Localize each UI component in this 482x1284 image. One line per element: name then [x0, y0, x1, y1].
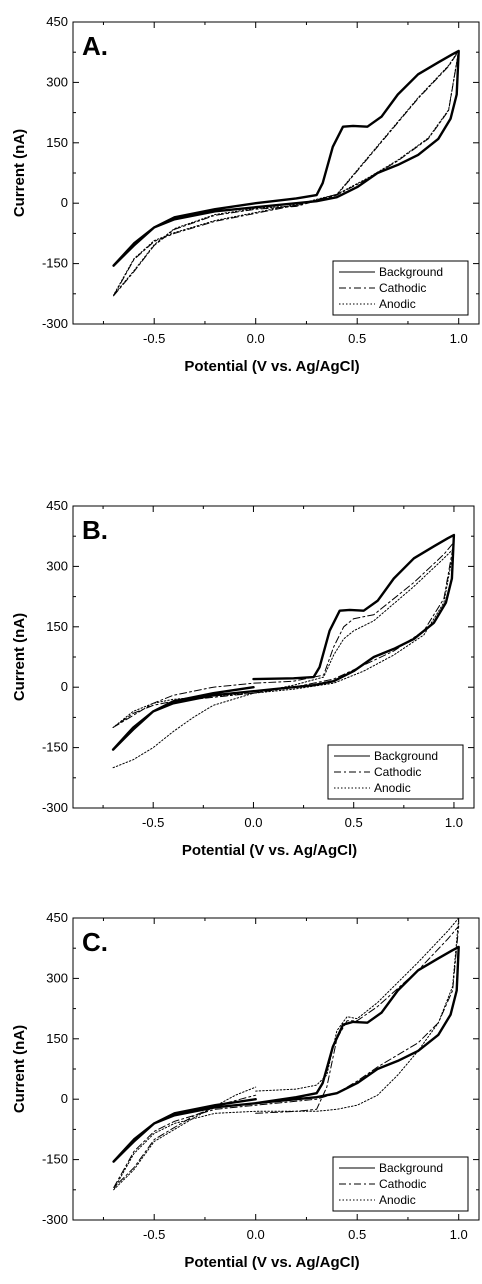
legend-label-background: Background [374, 749, 438, 763]
y-axis-title: Current (nA) [11, 129, 28, 217]
x-tick-label: 0.0 [247, 1227, 265, 1242]
y-tick-label: 150 [46, 135, 68, 150]
y-axis-title: Current (nA) [11, 1025, 28, 1113]
y-tick-label: 450 [46, 910, 68, 925]
x-tick-label: -0.5 [143, 1227, 165, 1242]
legend: Background Cathodic Anodic [332, 1156, 469, 1212]
series-line-background [112, 945, 460, 1163]
series-line-anodic [113, 49, 460, 296]
x-tick-label: -0.5 [142, 815, 164, 830]
y-tick-label: -300 [42, 1212, 68, 1227]
legend-label-anodic: Anodic [374, 781, 411, 795]
legend-label-anodic: Anodic [379, 297, 416, 311]
chart-panel-1: -300 -150 0 150 300 450 -0.5 0.0 0.5 1.0 Potential… [11, 14, 480, 375]
y-tick-label: 0 [61, 679, 68, 694]
x-tick-label: 0.0 [247, 331, 265, 346]
x-tick-label: 0.5 [348, 331, 366, 346]
y-tick-label: -150 [42, 740, 68, 755]
series-line-cathodic [113, 925, 460, 1189]
y-tick-label: 0 [61, 1091, 68, 1106]
y-tick-label: 300 [46, 970, 68, 985]
legend-label-background: Background [379, 265, 443, 279]
x-axis-title: Potential (V vs. Ag/AgCl) [182, 842, 357, 859]
legend-label-cathodic: Cathodic [379, 1177, 426, 1191]
x-tick-label: 0.5 [348, 1227, 366, 1242]
series-line-cathodic [112, 541, 455, 728]
y-tick-label: -300 [42, 800, 68, 815]
y-tick-label: -300 [42, 316, 68, 331]
chart-panel-3: -300 -150 0 150 300 450 -0.5 0.0 0.5 1.0 Potential… [11, 910, 480, 1271]
series-line-anodic [112, 547, 455, 769]
y-tick-label: 150 [46, 1031, 68, 1046]
x-axis-title: Potential (V vs. Ag/AgCl) [184, 1254, 359, 1271]
y-tick-label: -150 [42, 256, 68, 271]
x-tick-label: 1.0 [445, 815, 463, 830]
x-tick-label: 0.5 [345, 815, 363, 830]
series-line-anodic [113, 918, 460, 1191]
y-tick-label: 450 [46, 14, 68, 29]
series-line-background [111, 533, 456, 751]
legend-label-cathodic: Cathodic [374, 765, 421, 779]
legend: Background Cathodic Anodic [327, 744, 464, 800]
panel-label: C. [82, 927, 108, 957]
y-tick-label: 150 [46, 619, 68, 634]
y-axis-title: Current (nA) [11, 613, 28, 701]
legend-label-anodic: Anodic [379, 1193, 416, 1207]
x-tick-label: 0.0 [244, 815, 262, 830]
legend-label-background: Background [379, 1161, 443, 1175]
x-tick-label: -0.5 [143, 331, 165, 346]
x-tick-label: 1.0 [450, 1227, 468, 1242]
series-line-cathodic [113, 50, 460, 297]
y-tick-label: 300 [46, 558, 68, 573]
legend: Background Cathodic Anodic [332, 260, 469, 316]
chart-panel-2: -300 -150 0 150 300 450 -0.5 0.0 0.5 1.0 Potential… [11, 498, 475, 859]
series-line-background [112, 49, 460, 267]
panel-label: A. [82, 31, 108, 61]
legend-label-cathodic: Cathodic [379, 281, 426, 295]
x-axis-title: Potential (V vs. Ag/AgCl) [184, 358, 359, 375]
x-tick-label: 1.0 [450, 331, 468, 346]
y-tick-label: 0 [61, 195, 68, 210]
panel-label: B. [82, 515, 108, 545]
y-tick-label: 300 [46, 74, 68, 89]
y-tick-label: 450 [46, 498, 68, 513]
y-tick-label: -150 [42, 1152, 68, 1167]
